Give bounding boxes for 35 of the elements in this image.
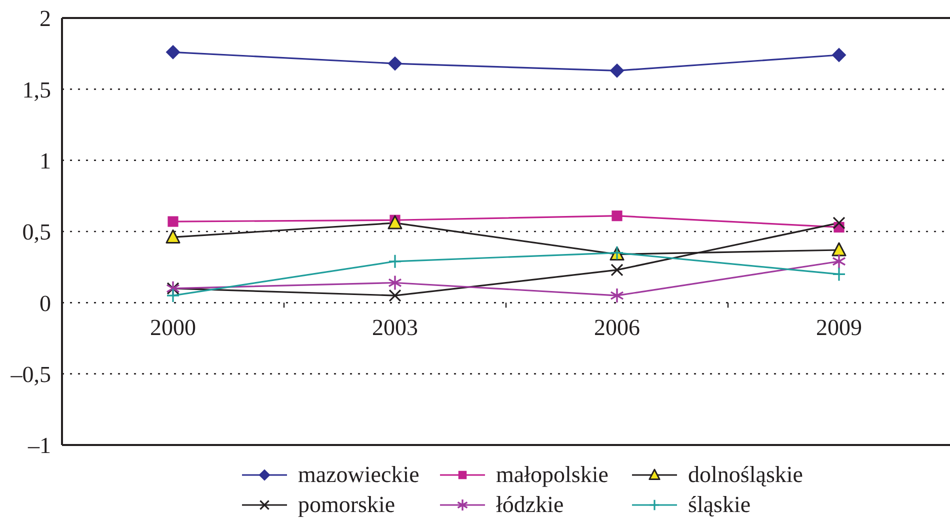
point [612, 210, 622, 222]
point [388, 215, 402, 230]
point [832, 266, 846, 282]
y-tick-label: 0,5 [22, 220, 51, 245]
point [610, 288, 624, 303]
point [388, 289, 402, 302]
x-tick-label: 2009 [816, 315, 862, 340]
point [610, 264, 624, 276]
point [166, 45, 180, 60]
y-tick-label: 2 [40, 6, 51, 32]
point [168, 216, 178, 227]
y-tick-label: 1,5 [22, 77, 51, 102]
point [832, 216, 846, 230]
y-tick-label: –0,5 [10, 362, 51, 387]
point [166, 288, 180, 303]
point [832, 48, 846, 62]
y-tick-label: –1 [27, 433, 51, 458]
legend-label: łódzkie [496, 492, 564, 518]
y-tick-label: 1 [40, 148, 51, 174]
point [832, 242, 846, 256]
legend-label: dolnośląskie [688, 462, 803, 488]
x-tick-label: 2000 [150, 315, 196, 340]
point [166, 229, 180, 244]
legend-label: pomorskie [298, 492, 396, 518]
legend-label: małopolskie [496, 462, 608, 488]
point [388, 56, 402, 71]
y-tick-label: 0 [40, 290, 51, 316]
legend-label: mazowieckie [298, 462, 420, 488]
point [388, 276, 402, 290]
x-tick-label: 2006 [594, 315, 640, 340]
point [610, 64, 624, 78]
point [832, 254, 846, 268]
point [388, 254, 402, 269]
x-tick-label: 2003 [372, 315, 418, 340]
legend-label: śląskie [688, 492, 751, 518]
